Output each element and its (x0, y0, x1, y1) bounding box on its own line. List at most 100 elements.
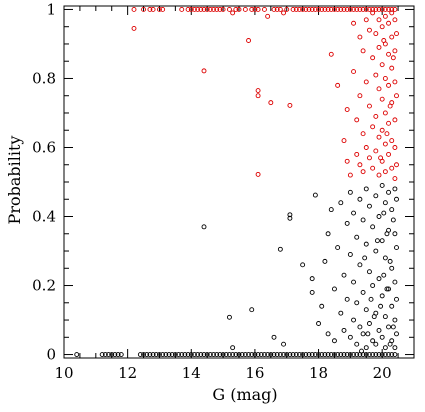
data-point-low-probability (351, 352, 356, 357)
data-point-low-probability (376, 327, 382, 333)
y-tick-label: 0 (46, 346, 56, 364)
data-point-low-probability (373, 248, 379, 254)
data-point-low-probability (293, 352, 299, 357)
data-point-high-probability (262, 6, 267, 12)
data-point-high-probability (357, 34, 363, 40)
data-point-high-probability (344, 107, 350, 112)
data-point-low-probability (379, 238, 385, 244)
data-point-high-probability (185, 6, 191, 12)
data-point-high-probability (370, 6, 376, 12)
data-point-high-probability (394, 31, 399, 37)
data-point-high-probability (341, 138, 347, 144)
data-point-low-probability (217, 352, 223, 357)
data-point-low-probability (195, 352, 201, 357)
data-point-low-probability (325, 331, 331, 337)
data-point-high-probability (306, 6, 312, 12)
data-point-high-probability (147, 6, 153, 12)
data-point-low-probability (371, 314, 377, 320)
data-point-low-probability (376, 276, 382, 282)
data-point-low-probability (185, 352, 191, 357)
data-point-low-probability (118, 352, 124, 357)
data-point-low-probability (390, 217, 396, 223)
data-point-high-probability (367, 155, 372, 161)
data-point-low-probability (347, 252, 353, 257)
data-point-low-probability (316, 352, 321, 357)
data-point-low-probability (373, 193, 379, 199)
data-point-high-probability (131, 25, 137, 31)
data-point-high-probability (328, 6, 334, 12)
data-point-high-probability (384, 131, 390, 137)
data-point-low-probability (176, 352, 182, 357)
data-point-low-probability (367, 269, 372, 275)
data-point-low-probability (367, 352, 372, 357)
data-point-high-probability (376, 86, 382, 92)
data-point-low-probability (150, 352, 156, 357)
data-point-high-probability (357, 6, 363, 12)
data-point-high-probability (373, 148, 379, 154)
data-point-high-probability (204, 6, 210, 12)
data-point-high-probability (363, 145, 369, 150)
data-point-low-probability (367, 321, 372, 326)
data-point-low-probability (373, 352, 379, 357)
data-point-high-probability (255, 6, 261, 12)
data-point-low-probability (233, 352, 239, 357)
data-point-high-probability (293, 6, 299, 12)
data-point-high-probability (141, 6, 147, 12)
data-point-high-probability (354, 117, 360, 123)
data-point-low-probability (156, 352, 162, 357)
data-point-high-probability (373, 72, 379, 78)
data-point-high-probability (233, 6, 239, 12)
data-point-low-probability (344, 296, 350, 302)
x-axis-label: G (mag) (212, 385, 277, 404)
data-point-low-probability (370, 338, 376, 344)
data-point-high-probability (226, 6, 232, 12)
data-point-low-probability (390, 324, 396, 330)
data-point-low-probability (386, 189, 391, 195)
data-point-low-probability (309, 352, 315, 357)
data-point-low-probability (363, 241, 369, 247)
data-point-low-probability (220, 352, 226, 357)
data-point-high-probability (357, 162, 363, 168)
data-point-low-probability (300, 352, 306, 357)
data-point-low-probability (384, 231, 390, 237)
data-point-low-probability (335, 245, 341, 251)
axis-labels: G (mag) Probability (5, 136, 278, 404)
data-point-low-probability (389, 352, 395, 357)
data-point-high-probability (382, 169, 388, 175)
data-point-high-probability (389, 10, 395, 16)
data-point-low-probability (344, 220, 350, 226)
data-point-high-probability (386, 151, 391, 157)
data-point-low-probability (394, 296, 399, 302)
data-point-low-probability (344, 352, 350, 357)
data-point-low-probability (351, 279, 356, 285)
data-point-low-probability (357, 262, 363, 268)
data-point-high-probability (242, 6, 248, 12)
x-tick-label: 18 (309, 364, 328, 382)
data-point-low-probability (191, 352, 197, 357)
data-point-high-probability (303, 6, 309, 12)
data-point-high-probability (332, 6, 337, 12)
data-point-high-probability (360, 48, 366, 54)
data-point-high-probability (322, 6, 328, 12)
data-point-low-probability (198, 352, 204, 357)
data-point-low-probability (144, 352, 150, 357)
data-point-low-probability (179, 352, 185, 357)
data-point-high-probability (255, 93, 261, 99)
data-point-high-probability (312, 6, 318, 12)
data-point-low-probability (384, 286, 390, 292)
data-point-high-probability (217, 6, 223, 12)
data-point-high-probability (195, 6, 201, 12)
data-point-high-probability (287, 102, 293, 108)
data-point-high-probability (268, 100, 274, 106)
data-point-low-probability (360, 331, 366, 337)
data-point-low-probability (332, 286, 337, 292)
data-point-low-probability (347, 352, 353, 357)
data-point-low-probability (382, 255, 388, 261)
data-point-high-probability (201, 6, 207, 12)
data-point-high-probability (160, 6, 166, 12)
data-point-low-probability (262, 352, 267, 357)
data-point-low-probability (230, 352, 236, 357)
data-point-low-probability (363, 352, 369, 357)
data-point-low-probability (359, 348, 364, 354)
data-point-low-probability (386, 352, 391, 357)
